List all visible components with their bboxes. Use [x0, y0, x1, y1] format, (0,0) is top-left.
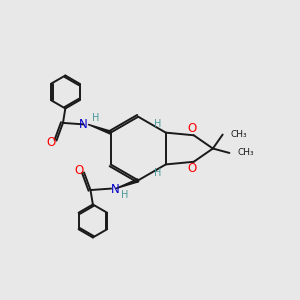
Text: CH₃: CH₃ [238, 148, 254, 158]
Text: H: H [154, 119, 161, 129]
Text: H: H [92, 113, 99, 123]
Text: N: N [79, 118, 87, 130]
Text: O: O [188, 122, 197, 135]
Text: H: H [154, 168, 161, 178]
Polygon shape [88, 124, 111, 134]
Text: H: H [121, 190, 128, 200]
Text: N: N [111, 183, 120, 196]
Text: O: O [74, 164, 83, 176]
Polygon shape [116, 179, 139, 189]
Text: O: O [46, 136, 56, 149]
Text: O: O [188, 162, 197, 175]
Text: CH₃: CH₃ [231, 130, 247, 139]
